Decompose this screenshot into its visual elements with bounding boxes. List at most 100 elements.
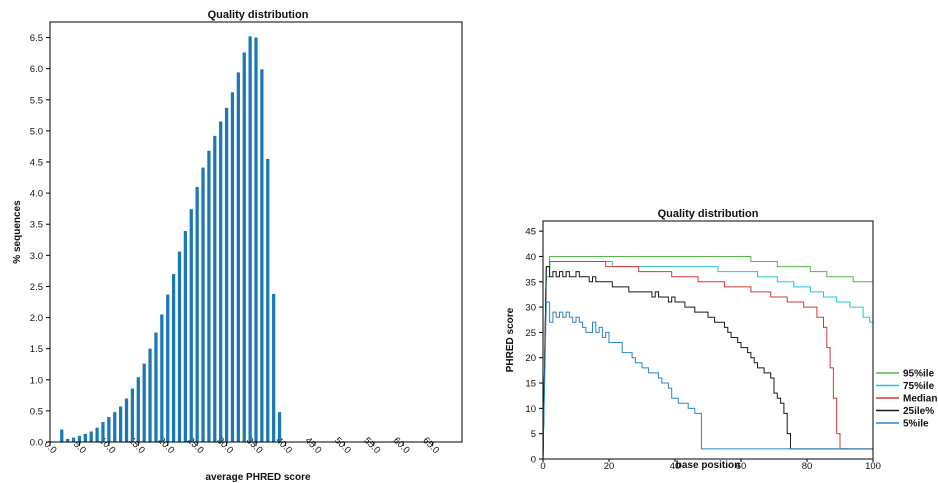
line-chart-y-tick-label: 35	[525, 277, 536, 288]
histogram-y-tick-label: 5.5	[30, 95, 43, 106]
histogram-bar	[260, 69, 264, 443]
line-chart-x-tick-label: 80	[802, 461, 813, 472]
histogram-x-tick-label: 65.0	[420, 435, 441, 456]
histogram-x-tick-label: 40.0	[273, 435, 294, 456]
line-chart-x-tick-label: 0	[540, 461, 545, 472]
line-chart-x-label: base position	[676, 460, 740, 471]
histogram-plot-frame	[49, 21, 463, 443]
histogram-bar	[177, 251, 182, 442]
histogram-bar	[119, 406, 123, 442]
histogram-bar	[113, 412, 117, 442]
line-series-75-ile	[542, 261, 874, 460]
histogram-y-tick-label: 3.5	[30, 220, 43, 231]
histogram-x-label: average PHRED score	[205, 472, 310, 483]
histogram-y-tick-label: 3.0	[30, 251, 43, 262]
histogram-bar	[230, 92, 235, 443]
histogram-bar	[130, 388, 135, 442]
histogram-bar	[272, 293, 276, 442]
line-series-95-ile	[542, 255, 874, 460]
line-chart-y-tick-label: 40	[525, 252, 536, 263]
legend-label: 5%ile	[903, 419, 929, 430]
histogram-bar	[277, 412, 282, 442]
line-chart-title: Quality distribution	[658, 208, 759, 220]
line-chart-y-tick-label: 5	[531, 429, 536, 440]
line-series-25ile-	[542, 266, 873, 460]
histogram-x-tick-label: 55.0	[362, 435, 383, 456]
histogram-bar	[183, 231, 187, 442]
legend-label: 25ile%	[903, 406, 934, 417]
histogram-bar	[89, 431, 93, 442]
histogram-y-tick-label: 4.5	[30, 158, 43, 169]
line-chart-x-tick-label: 100	[865, 461, 881, 472]
histogram-y-ticks: 0.0 0.5 1.0 1.5 2.0 2.5 3.0 3.5 4.0 4.5 5.0 5.5 6.0 6…	[30, 33, 50, 449]
line-chart-y-tick-label: 30	[525, 303, 536, 314]
histogram-y-tick-label: 4.0	[30, 189, 43, 200]
histogram-bar	[148, 348, 152, 442]
histogram-y-tick-label: 2.0	[30, 313, 43, 324]
histogram-bar	[77, 435, 82, 442]
histogram-bar	[236, 72, 240, 443]
histogram-y-tick-label: 0.0	[30, 438, 43, 449]
line-chart-y-tick-label: 20	[525, 353, 536, 364]
line-chart-x-tick-label: 60	[736, 461, 747, 472]
histogram-bar	[83, 433, 87, 442]
histogram-bar	[171, 274, 176, 442]
quality-line-chart: Quality distribution 051015202530354045 …	[505, 208, 937, 472]
line-chart-x-tick-label: 40	[670, 461, 681, 472]
line-chart-y-tick-label: 10	[525, 404, 536, 415]
line-chart-y-tick-label: 45	[525, 227, 536, 238]
histogram-bar	[189, 209, 193, 442]
histogram-bar	[266, 158, 270, 442]
histogram-bar	[142, 363, 146, 442]
histogram-x-tick-label: 50.0	[332, 435, 353, 456]
histogram-x-tick-label: 45.0	[303, 435, 324, 456]
line-series-median	[542, 261, 873, 460]
histogram-bar	[213, 135, 217, 442]
line-chart-plot-frame	[542, 220, 874, 460]
histogram-y-tick-label: 1.5	[30, 344, 43, 355]
histogram-bar	[254, 37, 258, 443]
histogram-y-tick-label: 6.0	[30, 64, 43, 75]
histogram-y-tick-label: 6.5	[30, 33, 43, 44]
histogram-bar	[60, 429, 64, 442]
histogram-bar	[219, 121, 223, 443]
histogram-bar	[242, 52, 246, 442]
histogram-bar	[160, 314, 164, 442]
histogram-bar	[95, 427, 99, 442]
line-chart-y-label: PHRED score	[505, 307, 516, 372]
histogram-y-tick-label: 0.5	[30, 406, 43, 417]
histogram-bar	[66, 438, 70, 442]
legend-label: 75%ile	[903, 381, 935, 392]
histogram-y-tick-label: 5.0	[30, 126, 43, 137]
line-chart-y-tick-label: 25	[525, 328, 536, 339]
line-chart-y-tick-label: 0	[531, 455, 536, 466]
histogram-bar	[124, 398, 129, 442]
legend-label: Median	[903, 394, 937, 405]
histogram-bar	[224, 107, 229, 442]
histogram-x-tick-label: 60.0	[391, 435, 412, 456]
legend-label: 95%ile	[903, 369, 935, 380]
histogram-bar	[207, 150, 211, 443]
histogram-bar	[71, 437, 76, 442]
histogram-bar	[248, 36, 252, 443]
histogram-y-tick-label: 1.0	[30, 375, 43, 386]
histogram-bar	[166, 294, 170, 442]
histogram-bar	[154, 332, 158, 442]
histogram-bar	[107, 417, 111, 442]
line-chart-x-tick-label: 20	[604, 461, 615, 472]
line-chart-y-tick-label: 15	[525, 379, 536, 390]
histogram-bar	[201, 167, 205, 442]
histogram-bars	[60, 36, 282, 443]
histogram-bar	[136, 377, 140, 442]
histogram-bar	[195, 186, 199, 442]
line-chart-y-ticks: 0 5 10 15 20 25 30 35 40 45	[525, 227, 543, 466]
line-series-5-ile	[542, 301, 873, 460]
histogram-bar	[101, 422, 105, 442]
histogram-y-label: % sequences	[12, 200, 23, 264]
line-chart-series	[542, 255, 874, 460]
histogram-y-tick-label: 2.5	[30, 282, 43, 293]
quality-histogram-chart: Quality distribution 0.0 0.5 1.0 1.5 2.0 2.5 3…	[12, 9, 463, 483]
histogram-title: Quality distribution	[208, 9, 309, 21]
